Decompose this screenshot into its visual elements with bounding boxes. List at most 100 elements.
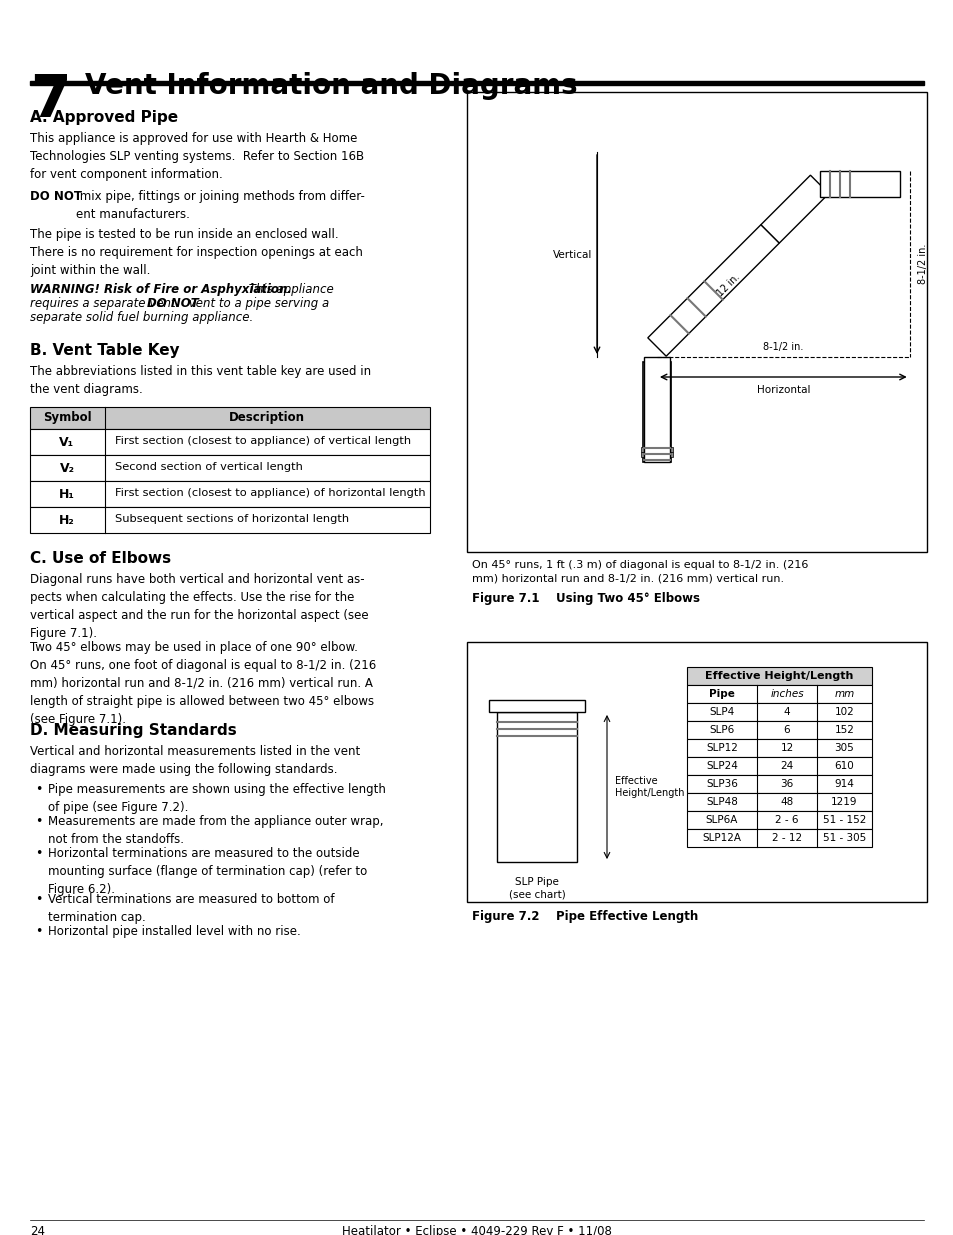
- Text: H₁: H₁: [59, 488, 75, 501]
- Text: Second section of vertical length: Second section of vertical length: [115, 462, 302, 472]
- Text: SLP6A: SLP6A: [705, 815, 738, 825]
- Text: Figure 7.2    Pipe Effective Length: Figure 7.2 Pipe Effective Length: [472, 910, 698, 923]
- Text: DO NOT: DO NOT: [30, 190, 82, 203]
- Text: Description: Description: [229, 411, 305, 424]
- Text: 24: 24: [780, 761, 793, 771]
- Text: 1219: 1219: [830, 797, 857, 806]
- Text: •: •: [35, 847, 42, 860]
- Text: SLP4: SLP4: [709, 706, 734, 718]
- Text: SLP12A: SLP12A: [701, 832, 740, 844]
- Text: •: •: [35, 925, 42, 939]
- Text: The abbreviations listed in this vent table key are used in
the vent diagrams.: The abbreviations listed in this vent ta…: [30, 366, 371, 396]
- Text: Horizontal terminations are measured to the outside
mounting surface (flange of : Horizontal terminations are measured to …: [48, 847, 367, 897]
- Text: requires a separate vent.: requires a separate vent.: [30, 296, 183, 310]
- Text: 8-1/2 in.: 8-1/2 in.: [917, 245, 926, 284]
- Text: V₂: V₂: [59, 462, 74, 475]
- Text: H₂: H₂: [59, 514, 74, 527]
- Text: Symbol: Symbol: [43, 411, 91, 424]
- Text: mix pipe, fittings or joining methods from differ-
ent manufacturers.: mix pipe, fittings or joining methods fr…: [76, 190, 364, 221]
- Bar: [30, 480, 430, 508]
- Text: SLP6: SLP6: [709, 725, 734, 735]
- Text: SLP12: SLP12: [705, 743, 738, 753]
- Text: B. Vent Table Key: B. Vent Table Key: [30, 343, 179, 358]
- Text: Heatilator • Eclipse • 4049-229 Rev F • 11/08: Heatilator • Eclipse • 4049-229 Rev F • …: [342, 1225, 611, 1235]
- Text: On 45° runs, 1 ft (.3 m) of diagonal is equal to 8-1/2 in. (216
mm) horizontal r: On 45° runs, 1 ft (.3 m) of diagonal is …: [472, 559, 807, 583]
- Bar: [686, 776, 871, 793]
- Text: •: •: [35, 815, 42, 827]
- Text: Pipe measurements are shown using the effective length
of pipe (see Figure 7.2).: Pipe measurements are shown using the ef…: [48, 783, 385, 814]
- Bar: [497, 713, 577, 862]
- Bar: [686, 703, 871, 721]
- Text: 48: 48: [780, 797, 793, 806]
- Polygon shape: [647, 225, 779, 356]
- Bar: [686, 739, 871, 757]
- Text: separate solid fuel burning appliance.: separate solid fuel burning appliance.: [30, 311, 253, 324]
- Text: •: •: [35, 893, 42, 906]
- Text: DO NOT: DO NOT: [147, 296, 198, 310]
- Text: Measurements are made from the appliance outer wrap,
not from the standoffs.: Measurements are made from the appliance…: [48, 815, 383, 846]
- Text: A. Approved Pipe: A. Approved Pipe: [30, 110, 178, 125]
- Text: 6: 6: [782, 725, 789, 735]
- Bar: [686, 811, 871, 829]
- Bar: [30, 508, 430, 534]
- Text: 12: 12: [780, 743, 793, 753]
- Text: SLP48: SLP48: [705, 797, 738, 806]
- Text: First section (closest to appliance) of horizontal length: First section (closest to appliance) of …: [115, 488, 425, 498]
- Text: SLP36: SLP36: [705, 779, 738, 789]
- Text: 12 in.: 12 in.: [715, 272, 741, 299]
- Text: Vertical and horizontal measurements listed in the vent
diagrams were made using: Vertical and horizontal measurements lis…: [30, 745, 360, 776]
- Text: Vertical: Vertical: [552, 249, 592, 259]
- Text: Vent Information and Diagrams: Vent Information and Diagrams: [85, 72, 577, 100]
- Text: Effective
Height/Length: Effective Height/Length: [615, 776, 684, 798]
- Text: 2 - 12: 2 - 12: [771, 832, 801, 844]
- Text: V₁: V₁: [59, 436, 74, 450]
- Bar: [467, 642, 926, 902]
- Text: 7: 7: [30, 72, 71, 128]
- Bar: [640, 447, 672, 452]
- Text: 24: 24: [30, 1225, 45, 1235]
- Text: The pipe is tested to be run inside an enclosed wall.
There is no requirement fo: The pipe is tested to be run inside an e…: [30, 228, 362, 277]
- Text: C. Use of Elbows: C. Use of Elbows: [30, 551, 171, 566]
- Bar: [686, 793, 871, 811]
- Bar: [30, 454, 430, 480]
- Bar: [686, 757, 871, 776]
- Text: vent to a pipe serving a: vent to a pipe serving a: [185, 296, 329, 310]
- Text: 36: 36: [780, 779, 793, 789]
- Text: D. Measuring Standards: D. Measuring Standards: [30, 722, 236, 739]
- Text: First section (closest to appliance) of vertical length: First section (closest to appliance) of …: [115, 436, 411, 446]
- Bar: [686, 829, 871, 847]
- Text: This appliance is approved for use with Hearth & Home
Technologies SLP venting s: This appliance is approved for use with …: [30, 132, 364, 182]
- Text: 8-1/2 in.: 8-1/2 in.: [762, 342, 802, 352]
- Text: Pipe: Pipe: [708, 689, 734, 699]
- Text: This appliance: This appliance: [245, 283, 334, 296]
- Text: 914: 914: [834, 779, 854, 789]
- Polygon shape: [760, 175, 828, 243]
- Text: 152: 152: [834, 725, 854, 735]
- Text: Vertical terminations are measured to bottom of
termination cap.: Vertical terminations are measured to bo…: [48, 893, 335, 924]
- Text: 102: 102: [834, 706, 854, 718]
- Bar: [467, 91, 926, 552]
- Bar: [640, 452, 672, 457]
- Text: 4: 4: [782, 706, 789, 718]
- Text: 610: 610: [834, 761, 854, 771]
- Text: SLP24: SLP24: [705, 761, 738, 771]
- Text: WARNING! Risk of Fire or Asphyxiation.: WARNING! Risk of Fire or Asphyxiation.: [30, 283, 292, 296]
- Bar: [642, 362, 670, 462]
- Text: Horizontal pipe installed level with no rise.: Horizontal pipe installed level with no …: [48, 925, 300, 939]
- Bar: [819, 172, 899, 198]
- Bar: [686, 721, 871, 739]
- Text: mm: mm: [834, 689, 854, 699]
- Bar: [489, 700, 584, 713]
- Bar: [30, 429, 430, 454]
- Text: Figure 7.1    Using Two 45° Elbows: Figure 7.1 Using Two 45° Elbows: [472, 592, 700, 605]
- Text: Two 45° elbows may be used in place of one 90° elbow.
On 45° runs, one foot of d: Two 45° elbows may be used in place of o…: [30, 641, 375, 726]
- Text: 51 - 305: 51 - 305: [822, 832, 865, 844]
- Text: 51 - 152: 51 - 152: [821, 815, 865, 825]
- Bar: [686, 667, 871, 685]
- Bar: [686, 685, 871, 703]
- Bar: [30, 408, 430, 429]
- Text: 305: 305: [834, 743, 854, 753]
- Text: SLP Pipe
(see chart): SLP Pipe (see chart): [508, 877, 565, 899]
- Text: Diagonal runs have both vertical and horizontal vent as-
pects when calculating : Diagonal runs have both vertical and hor…: [30, 573, 368, 640]
- Text: Effective Height/Length: Effective Height/Length: [704, 671, 853, 680]
